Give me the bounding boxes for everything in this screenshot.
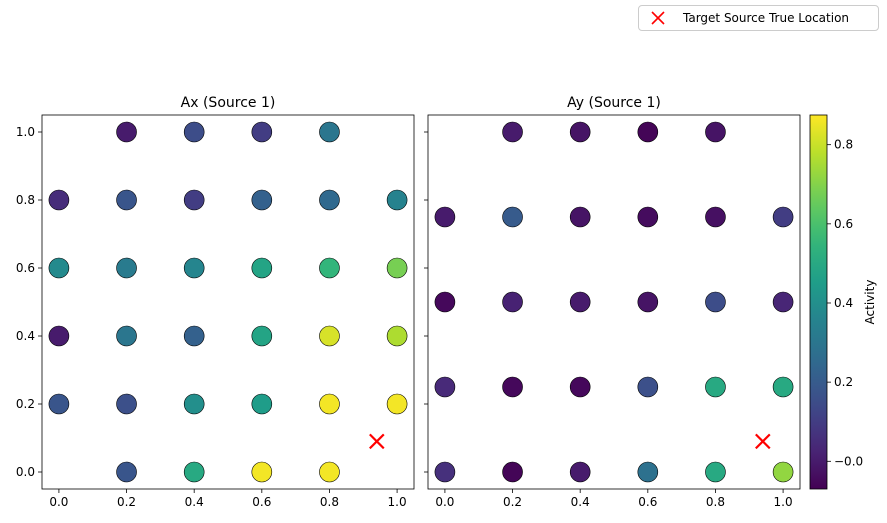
data-point — [319, 257, 340, 279]
panel-ay: Ay (Source 1) 0.0 0.2 0.4 0.6 0.8 1.0 — [424, 95, 801, 509]
data-point — [434, 376, 456, 398]
colorbar: −0.0 0.2 0.4 0.6 0.8 Activity — [809, 114, 877, 490]
y-tick-label: 0.8 — [16, 193, 35, 207]
x-tick-label: 0.0 — [435, 495, 454, 509]
target-marker — [755, 433, 771, 450]
data-point — [569, 121, 591, 143]
y-tick-label: 0.4 — [16, 329, 35, 343]
data-point — [319, 461, 340, 483]
x-tick-label: 0.8 — [320, 495, 339, 509]
data-point — [183, 325, 205, 347]
data-point — [772, 206, 794, 228]
data-point — [319, 189, 340, 211]
axes-frame — [427, 114, 801, 490]
data-point — [434, 461, 456, 483]
data-point — [251, 393, 273, 415]
data-point — [116, 393, 137, 415]
data-point — [183, 121, 205, 143]
data-point — [386, 257, 408, 279]
chart-title: Ay (Source 1) — [567, 95, 661, 111]
data-point — [116, 325, 137, 347]
data-point — [116, 461, 137, 483]
panel-ax: Ax (Source 1) 0.0 0.2 0.4 0.6 0.8 1.0 0.0 0.2 0.4… — [16, 95, 415, 509]
data-point — [319, 325, 340, 347]
data-point — [251, 189, 273, 211]
data-point — [386, 325, 408, 347]
y-tick-label: 0.2 — [16, 397, 35, 411]
chart-title: Ax (Source 1) — [181, 95, 276, 111]
data-point — [502, 461, 523, 483]
data-point — [637, 291, 659, 313]
data-point — [705, 461, 726, 483]
data-point — [772, 461, 794, 483]
data-point — [183, 257, 205, 279]
data-point — [251, 257, 273, 279]
data-point — [502, 206, 523, 228]
data-point — [386, 189, 408, 211]
data-point — [183, 461, 205, 483]
colorbar-tick-label: 0.2 — [834, 375, 853, 389]
data-point — [705, 291, 726, 313]
data-point — [705, 376, 726, 398]
x-tick-label: 0.8 — [706, 495, 725, 509]
x-tick-label: 0.2 — [117, 495, 136, 509]
data-point — [251, 325, 273, 347]
data-point — [116, 189, 137, 211]
colorbar-label: Activity — [863, 280, 877, 325]
axes-frame — [41, 114, 415, 490]
data-point — [569, 461, 591, 483]
data-point — [183, 393, 205, 415]
data-point — [183, 189, 205, 211]
data-point — [637, 206, 659, 228]
data-point — [434, 206, 456, 228]
data-point — [251, 121, 273, 143]
data-point — [502, 121, 523, 143]
x-tick-label: 0.6 — [252, 495, 271, 509]
data-point — [48, 257, 70, 279]
x-tick-label: 0.2 — [503, 495, 522, 509]
data-point — [705, 206, 726, 228]
x-tick-label: 0.4 — [571, 495, 590, 509]
data-point — [637, 461, 659, 483]
x-tick-label: 1.0 — [774, 495, 793, 509]
colorbar-gradient — [809, 114, 828, 490]
data-point — [48, 189, 70, 211]
data-point — [569, 206, 591, 228]
x-tick-label: 0.0 — [49, 495, 68, 509]
colorbar-tick-label: 0.4 — [834, 296, 853, 310]
x-tick-label: 0.4 — [185, 495, 204, 509]
legend-label: Target Source True Location — [683, 11, 850, 25]
data-point — [502, 291, 523, 313]
data-point — [116, 121, 137, 143]
x-tick-label: 1.0 — [388, 495, 407, 509]
data-point — [502, 376, 523, 398]
data-point — [251, 461, 273, 483]
legend: Target Source True Location — [638, 5, 879, 31]
target-marker — [369, 433, 385, 450]
y-tick-label: 0.0 — [16, 465, 35, 479]
data-point — [705, 121, 726, 143]
data-point — [116, 257, 137, 279]
y-tick-label: 1.0 — [16, 125, 35, 139]
y-tick-label: 0.6 — [16, 261, 35, 275]
data-point — [637, 121, 659, 143]
data-point — [772, 291, 794, 313]
colorbar-tick-label: 0.8 — [834, 138, 853, 152]
colorbar-tick-label: 0.6 — [834, 217, 853, 231]
data-point — [386, 393, 408, 415]
x-marker-icon — [651, 11, 665, 25]
data-point — [637, 376, 659, 398]
data-point — [772, 376, 794, 398]
x-tick-label: 0.6 — [638, 495, 657, 509]
data-point — [569, 376, 591, 398]
data-point — [319, 393, 340, 415]
colorbar-tick-label: −0.0 — [834, 454, 863, 468]
data-point — [48, 325, 70, 347]
data-point — [434, 291, 456, 313]
data-point — [319, 121, 340, 143]
data-point — [48, 393, 70, 415]
data-point — [569, 291, 591, 313]
